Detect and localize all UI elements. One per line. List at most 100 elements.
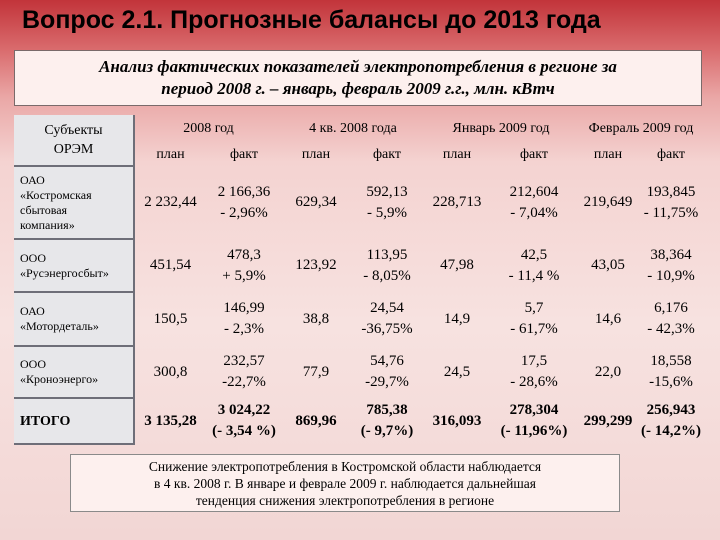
- subject-name-cell: ОАО «Костромская сбытовая компания»: [14, 166, 135, 240]
- plan-value: 316,093: [432, 412, 482, 429]
- fact-value: 478,3: [227, 246, 261, 263]
- subject-name-line: сбытовая: [20, 202, 68, 217]
- fact-value-cell: 278,304 (- 11,96%): [490, 398, 578, 444]
- fact-value-cell: 785,38 (- 9,7%): [350, 398, 424, 444]
- deviation-value: - 7,04%: [510, 204, 558, 221]
- fact-header: факт: [656, 146, 686, 162]
- header-row-periods: Субъекты ОРЭМ 2008 год 4 кв. 2008 года Я…: [14, 115, 704, 167]
- plan-value: 24,5: [443, 363, 471, 380]
- fact-value: 17,5: [520, 353, 548, 369]
- fact-header: факт: [229, 146, 259, 162]
- subject-name-line: ИТОГО: [20, 413, 71, 429]
- subject-name-cell: ООО «Кроноэнерго»: [14, 346, 135, 399]
- subject-name-line: «Кроноэнерго»: [20, 372, 99, 386]
- subject-header-line-2: ОРЭМ: [53, 142, 94, 157]
- fact-value: 38,364: [650, 246, 692, 263]
- fact-value-cell: 38,364 - 10,9%: [638, 239, 704, 292]
- fact-value-cell: 42,5 - 11,4 %: [490, 239, 578, 292]
- fact-value-cell: 232,57 -22,7%: [206, 346, 282, 398]
- deviation-value: - 8,05%: [363, 267, 411, 284]
- plan-header: план: [593, 146, 623, 162]
- table-row-total: ИТОГО 3 135,28 3 024,22 (- 3,54 %) 869,96…: [14, 398, 704, 445]
- subject-name-line: ООО: [20, 357, 46, 371]
- deviation-value: (- 9,7%): [360, 423, 414, 439]
- deviation-value: -36,75%: [361, 321, 413, 337]
- plan-value: 77,9: [302, 363, 330, 380]
- fact-value-cell: 6,176 - 42,3%: [638, 292, 704, 346]
- fact-value: 5,7: [524, 300, 544, 316]
- deviation-value: - 5,9%: [367, 204, 407, 221]
- deviation-value: (- 14,2%): [641, 423, 701, 439]
- header-row-plan-fact: план факт план факт план факт план факт: [14, 143, 704, 166]
- fact-value: 113,95: [366, 246, 408, 263]
- table-row: ОАО «Мотордеталь» 150,5 146,99 - 2,3% 38,…: [14, 292, 704, 347]
- deviation-value: -22,7%: [222, 374, 266, 390]
- plan-value: 38,8: [302, 310, 330, 327]
- plan-value: 123,92: [295, 257, 337, 273]
- slide-title: Вопрос 2.1. Прогнозные балансы до 2013 г…: [22, 6, 601, 34]
- plan-value: 150,5: [153, 310, 188, 327]
- fact-value-cell: 18,558 -15,6%: [638, 346, 704, 398]
- plan-value: 2 232,44: [144, 194, 197, 210]
- table-row: ОАО «Костромская сбытовая компания» 2 23…: [14, 166, 704, 240]
- plan-value: 3 135,28: [144, 412, 197, 429]
- plan-value: 22,0: [594, 363, 622, 380]
- subject-header-cell: Субъекты ОРЭМ: [14, 115, 135, 167]
- fact-value-cell: 193,845 - 11,75%: [638, 166, 704, 239]
- period-header-q4-2008: 4 кв. 2008 года: [309, 121, 397, 136]
- fact-value: 785,38: [366, 402, 408, 418]
- subject-name-line: «Мотордеталь»: [20, 319, 99, 333]
- fact-value-cell: 212,604 - 7,04%: [490, 166, 578, 239]
- fact-value-cell: 256,943 (- 14,2%): [638, 398, 704, 444]
- fact-value: 232,57: [223, 353, 265, 369]
- deviation-value: - 42,3%: [647, 321, 695, 337]
- plan-value: 14,9: [443, 310, 471, 327]
- fact-value-cell: 2 166,36 - 2,96%: [206, 166, 282, 239]
- deviation-value: -15,6%: [649, 374, 693, 390]
- deviation-value: + 5,9%: [222, 267, 266, 284]
- plan-value: 869,96: [295, 412, 337, 429]
- deviation-value: - 11,4 %: [508, 267, 560, 284]
- fact-value-cell: 24,54 -36,75%: [350, 292, 424, 346]
- fact-value-cell: 146,99 - 2,3%: [206, 292, 282, 346]
- conclusion-line-2: в 4 кв. 2008 г. В январе и феврале 2009 …: [154, 476, 536, 491]
- fact-value: 24,54: [370, 300, 404, 316]
- plan-value: 43,05: [591, 257, 625, 273]
- table-row: ООО «Русэнергосбыт» 451,54 478,3 + 5,9% 1…: [14, 239, 704, 293]
- plan-value: 300,8: [153, 363, 188, 380]
- fact-value: 42,5: [520, 246, 548, 263]
- table-caption-line-1: Анализ фактических показателей электропо…: [99, 57, 617, 76]
- fact-value: 6,176: [654, 300, 688, 316]
- fact-value: 2 166,36: [217, 183, 271, 200]
- subject-name-cell: ООО «Русэнергосбыт»: [14, 239, 135, 293]
- fact-value-cell: 5,7 - 61,7%: [490, 292, 578, 346]
- fact-header: факт: [519, 146, 549, 162]
- fact-value: 212,604: [509, 183, 559, 200]
- deviation-value: - 28,6%: [510, 374, 558, 390]
- fact-value: 3 024,22: [217, 402, 271, 418]
- table-caption-box: Анализ фактических показателей электропо…: [14, 50, 702, 106]
- subject-name-line: ОАО: [20, 172, 45, 187]
- plan-value: 228,713: [432, 194, 482, 210]
- period-header-feb-2009: Февраль 2009 год: [588, 121, 694, 136]
- plan-header: план: [442, 146, 472, 162]
- plan-header: план: [156, 146, 185, 162]
- conclusion-line-3: тенденция снижения электропотребления в …: [195, 493, 495, 508]
- period-header-2008: 2008 год: [183, 121, 234, 136]
- deviation-value: - 61,7%: [510, 321, 558, 337]
- plan-value: 219,649: [583, 194, 633, 210]
- fact-value-cell: 478,3 + 5,9%: [206, 239, 282, 292]
- subject-name-cell: ИТОГО: [14, 398, 135, 445]
- fact-header: факт: [372, 146, 402, 162]
- fact-value: 193,845: [646, 183, 696, 200]
- plan-value: 14,6: [594, 310, 622, 327]
- plan-value: 451,54: [149, 257, 192, 273]
- fact-value: 54,76: [370, 353, 404, 369]
- subject-name-line: ООО: [20, 250, 46, 265]
- plan-value: 629,34: [295, 194, 337, 210]
- fact-value: 278,304: [509, 402, 559, 418]
- fact-value: 592,13: [366, 183, 408, 200]
- deviation-value: (- 3,54 %): [212, 423, 276, 439]
- deviation-value: - 2,3%: [224, 321, 264, 337]
- subject-name-line: «Русэнергосбыт»: [20, 265, 109, 280]
